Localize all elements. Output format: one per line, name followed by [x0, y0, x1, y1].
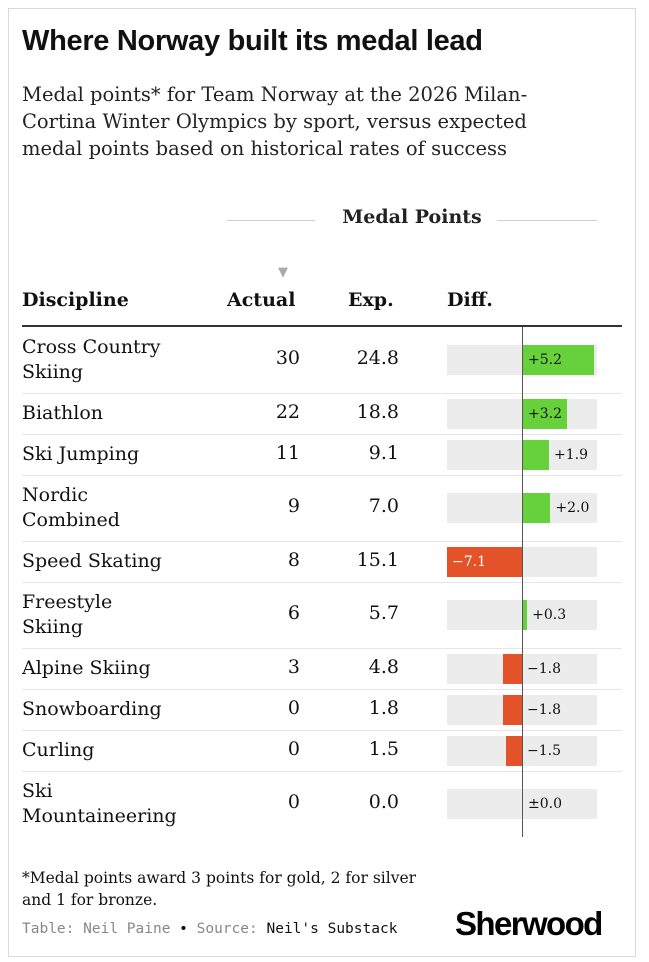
row-divider	[22, 541, 622, 542]
diff-label: +5.2	[528, 352, 562, 368]
row-divider	[22, 582, 622, 583]
cell-discipline: Nordic Combined	[22, 484, 120, 531]
diff-label: +1.9	[554, 446, 589, 463]
credit-source-label: Source:	[196, 921, 258, 937]
diff-label: −1.8	[527, 660, 561, 677]
cell-actual: 3	[287, 655, 300, 678]
cell-actual: 8	[287, 548, 300, 571]
cell-expected: 7.0	[368, 495, 399, 517]
diff-label: −7.1	[452, 553, 486, 570]
chart-title: Where Norway built its medal lead	[22, 25, 483, 57]
row-divider	[22, 771, 622, 772]
column-header-diff[interactable]: Diff.	[447, 289, 493, 311]
cell-discipline: Snowboarding	[22, 697, 162, 720]
credit-table-value: Neil Paine	[83, 921, 171, 937]
cell-expected: 15.1	[356, 548, 399, 571]
cell-discipline: Freestyle Skiing	[22, 591, 113, 638]
diff-label: +3.2	[528, 405, 562, 422]
diff-bar-negative	[447, 546, 522, 577]
cell-actual: 0	[287, 696, 300, 719]
diff-bar-negative	[502, 694, 522, 725]
cell-expected: 4.8	[368, 655, 399, 678]
row-divider	[22, 730, 622, 731]
diff-bar-negative	[502, 653, 522, 684]
diff-zero-axis	[522, 327, 523, 837]
group-header-rule-right	[497, 220, 597, 221]
cell-discipline: Biathlon	[22, 401, 103, 424]
credit-bullet: •	[179, 921, 188, 937]
row-divider	[22, 434, 622, 435]
group-header-rule-left	[227, 220, 315, 221]
diff-label: +2.0	[555, 500, 590, 516]
row-divider	[22, 689, 622, 690]
cell-actual: 9	[287, 495, 300, 517]
cell-actual: 6	[287, 602, 300, 624]
column-header-expected[interactable]: Exp.	[348, 289, 394, 311]
cell-expected: 18.8	[356, 400, 399, 423]
cell-actual: 30	[275, 347, 300, 369]
cell-discipline: Cross Country Skiing	[22, 336, 161, 383]
diff-label: +0.3	[532, 607, 567, 623]
cell-expected: 5.7	[368, 602, 399, 624]
row-divider	[22, 648, 622, 649]
cell-expected: 0.0	[368, 791, 399, 813]
sherwood-logo: Sherwood	[455, 905, 603, 942]
column-header-discipline[interactable]: Discipline	[22, 289, 129, 311]
diff-label: −1.8	[527, 701, 561, 718]
cell-expected: 24.8	[356, 347, 399, 369]
cell-discipline: Curling	[22, 738, 95, 761]
diff-label: −1.5	[527, 742, 561, 759]
diff-label: ±0.0	[528, 796, 562, 812]
diff-bar-positive	[523, 600, 528, 630]
cell-expected: 1.5	[368, 737, 399, 760]
diff-bar-positive	[523, 345, 595, 375]
group-header-label: Medal Points	[342, 206, 482, 228]
chart-subtitle: Medal points* for Team Norway at the 202…	[22, 83, 528, 160]
cell-discipline: Speed Skating	[22, 549, 162, 572]
cell-actual: 0	[287, 737, 300, 760]
cell-discipline: Ski Jumping	[22, 442, 140, 465]
cell-expected: 9.1	[368, 441, 399, 464]
cell-actual: 11	[275, 441, 300, 464]
header-rule	[22, 325, 622, 327]
diff-bar-positive	[523, 398, 567, 429]
credit-table-label: Table:	[22, 921, 75, 937]
cell-discipline: Ski Mountaineering	[22, 780, 177, 827]
diff-bar-positive	[523, 493, 551, 523]
row-divider	[22, 393, 622, 394]
cell-actual: 22	[275, 400, 300, 423]
chart-card: Where Norway built its medal lead Medal …	[8, 8, 636, 957]
cell-discipline: Alpine Skiing	[22, 656, 151, 679]
diff-bar-positive	[523, 439, 550, 470]
row-divider	[22, 475, 622, 476]
column-header-actual[interactable]: Actual	[227, 289, 296, 311]
footnote: *Medal points award 3 points for gold, 2…	[22, 869, 417, 909]
cell-actual: 0	[287, 791, 300, 813]
sort-down-icon[interactable]: ▼	[278, 265, 288, 280]
diff-bar-negative	[506, 735, 522, 766]
credit-line: Table: Neil Paine • Source: Neil's Subst…	[22, 921, 397, 937]
cell-expected: 1.8	[368, 696, 399, 719]
credit-source-value: Neil's Substack	[266, 921, 398, 937]
